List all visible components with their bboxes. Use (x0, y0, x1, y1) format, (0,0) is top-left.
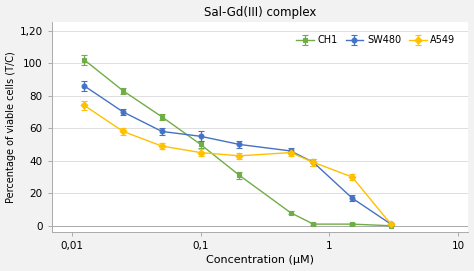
X-axis label: Concentration (μM): Concentration (μM) (206, 256, 314, 265)
Legend: CH1, SW480, A549: CH1, SW480, A549 (292, 31, 459, 49)
Y-axis label: Percentage of viable cells (T/C): Percentage of viable cells (T/C) (6, 51, 16, 203)
Title: Sal-Gd(III) complex: Sal-Gd(III) complex (204, 6, 316, 18)
